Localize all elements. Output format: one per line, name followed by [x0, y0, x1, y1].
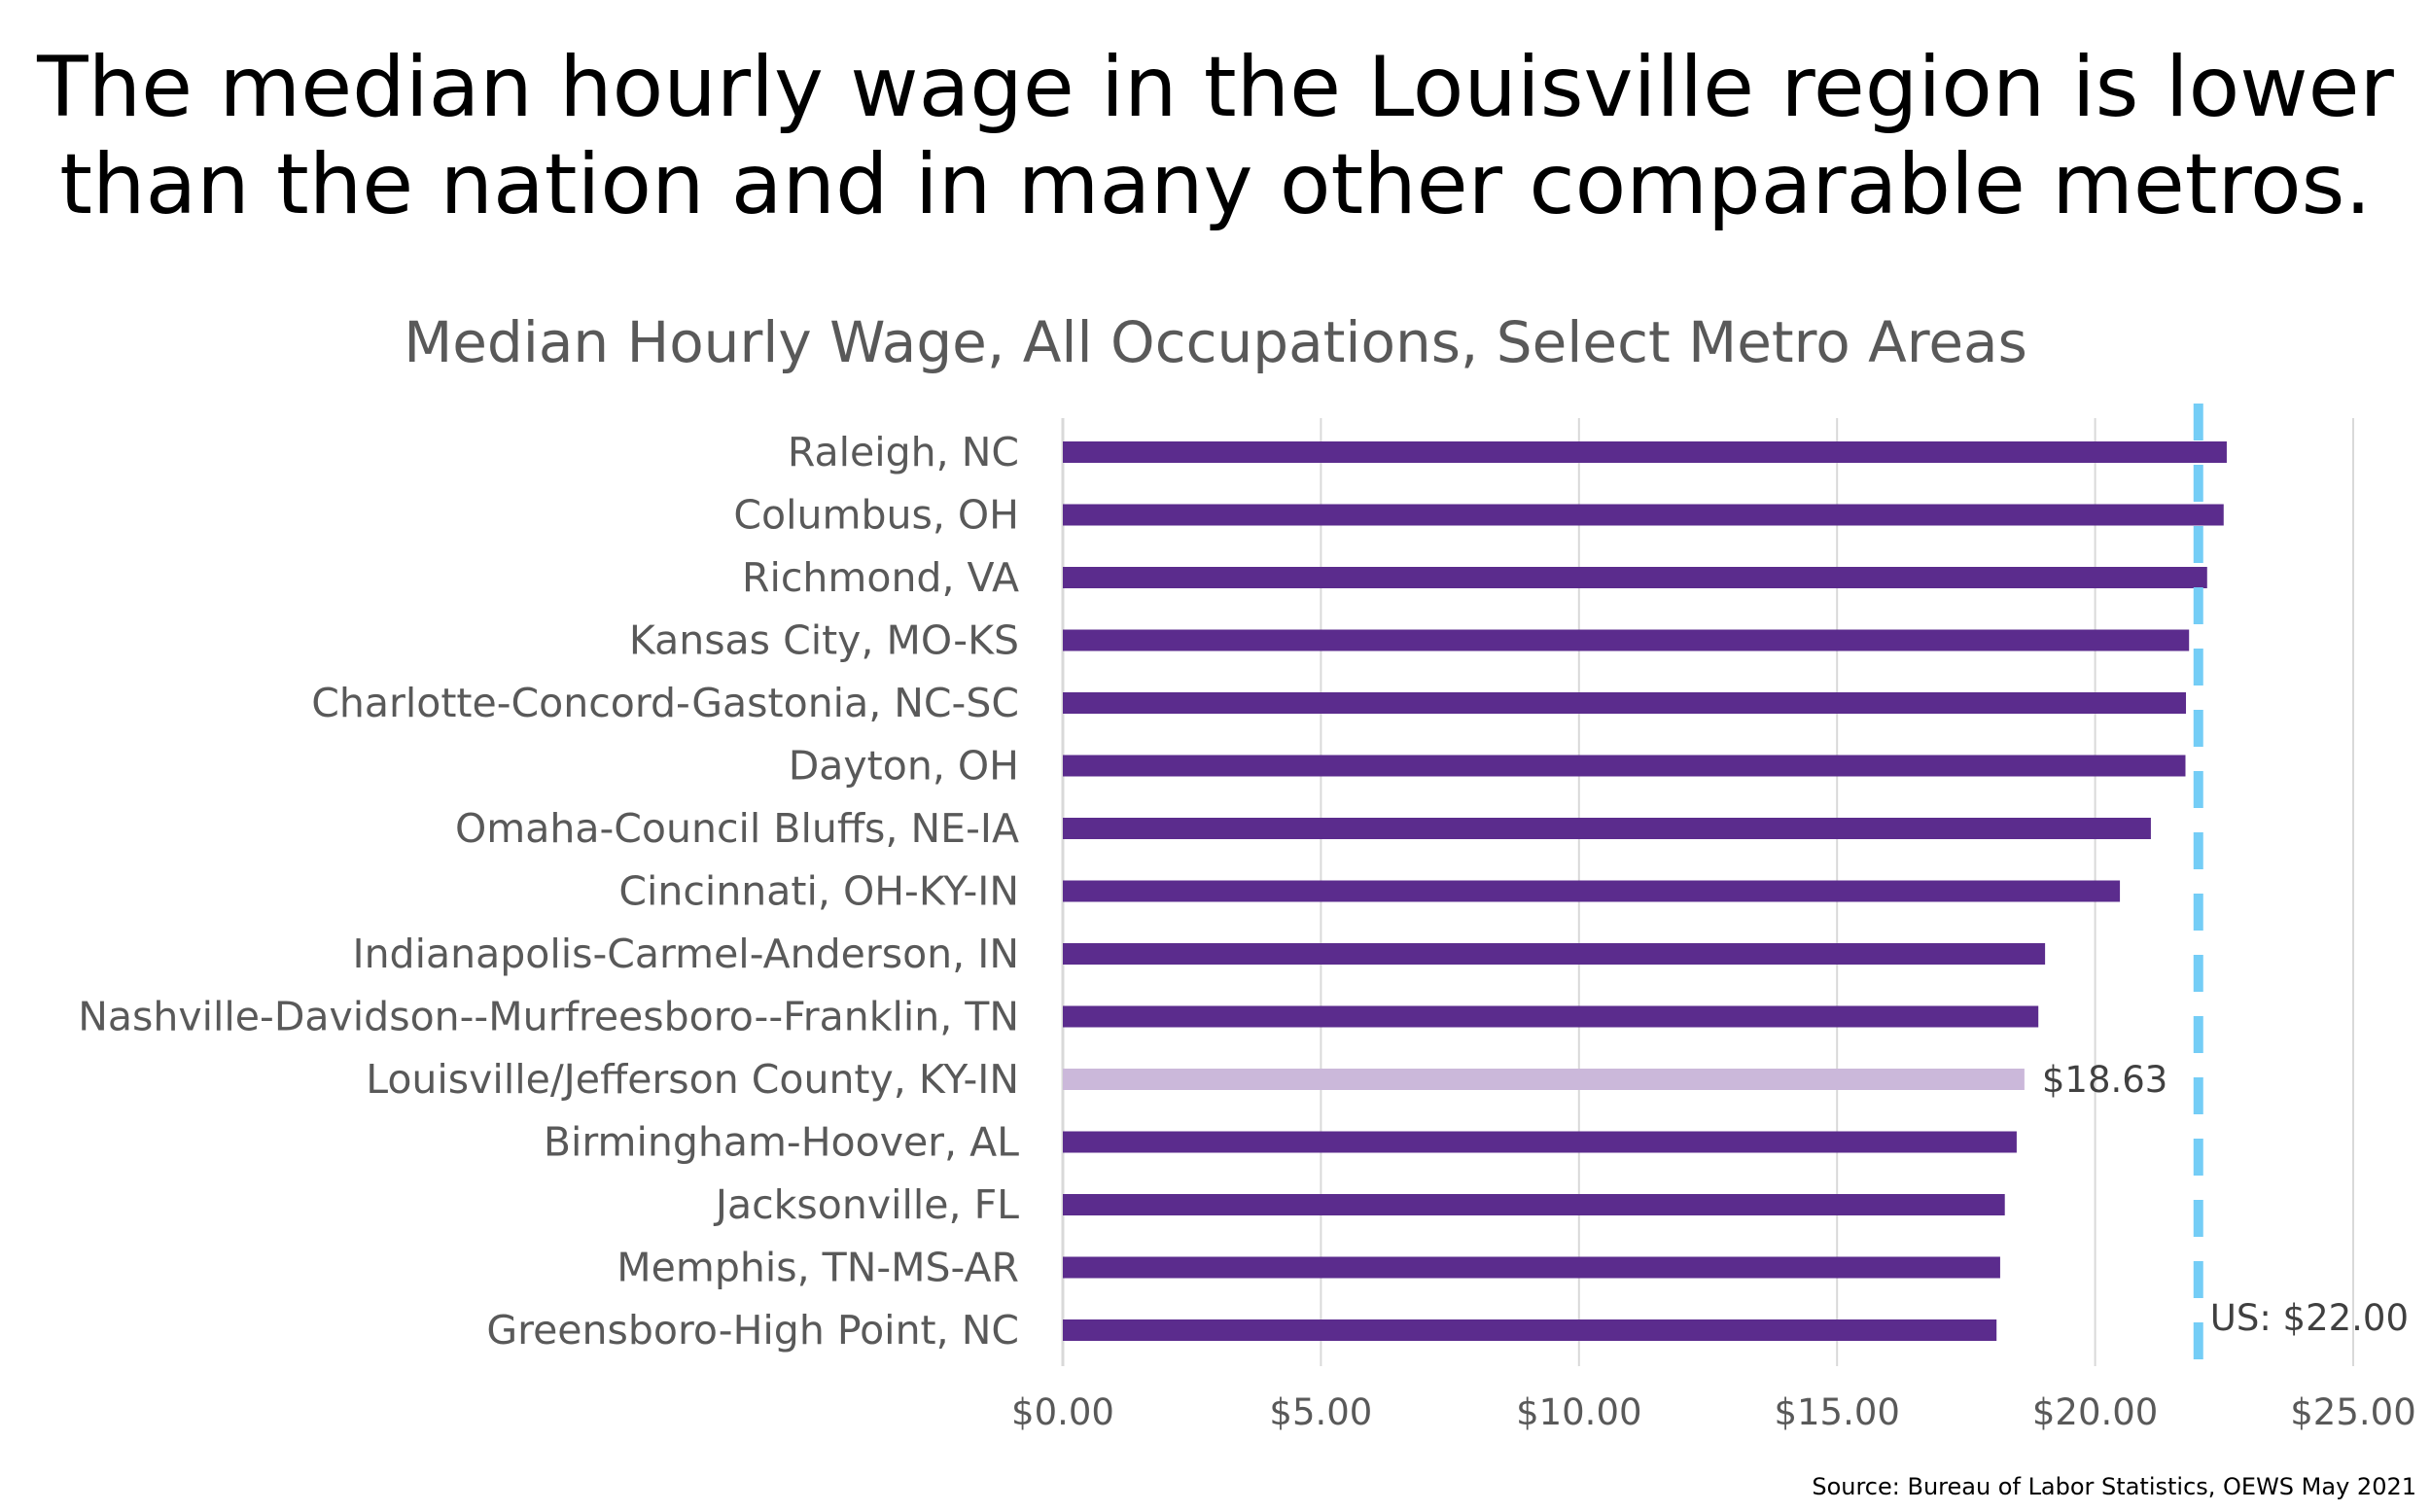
- source-note: Source: Bureau of Labor Statistics, OEWS…: [1812, 1473, 2416, 1500]
- bar-13: [1063, 1256, 2000, 1279]
- category-label-2: Richmond, VA: [742, 554, 1019, 601]
- category-label-7: Cincinnati, OH-KY-IN: [618, 868, 1019, 915]
- bar-1: [1063, 504, 2224, 526]
- reference-line-group: US: $22.00: [2193, 404, 2409, 1361]
- bar-2: [1063, 567, 2207, 588]
- bar-12: [1063, 1194, 2005, 1215]
- x-tick-labels: $0.00 $5.00 $10.00 $15.00 $20.00 $25.00: [1011, 1391, 2416, 1433]
- chart-title: Median Hourly Wage, All Occupations, Sel…: [404, 309, 2027, 375]
- bar-8: [1063, 943, 2046, 965]
- bar-4: [1063, 692, 2187, 714]
- data-label-0: $18.63: [2042, 1059, 2167, 1101]
- x-tick-label-4: $20.00: [2032, 1391, 2158, 1433]
- x-tick-label-5: $25.00: [2290, 1391, 2415, 1433]
- bar-9: [1063, 1005, 2039, 1028]
- category-label-11: Birmingham-Hoover, AL: [544, 1119, 1019, 1166]
- category-label-13: Memphis, TN-MS-AR: [617, 1245, 1019, 1291]
- category-label-8: Indianapolis-Carmel-Anderson, IN: [352, 931, 1019, 977]
- bar-5: [1063, 755, 2186, 777]
- category-labels: Raleigh, NC Columbus, OH Richmond, VA Kansa…: [78, 429, 1019, 1354]
- headline-line-1: The median hourly wage in the Louisville…: [37, 39, 2394, 136]
- bar-11: [1063, 1131, 2017, 1153]
- headline-line-2: than the nation and in many other compar…: [59, 136, 2372, 233]
- x-tick-label-2: $10.00: [1516, 1391, 1641, 1433]
- category-label-10: Louisville/Jefferson County, KY-IN: [366, 1056, 1019, 1103]
- bar-7: [1063, 880, 2121, 902]
- category-label-3: Kansas City, MO-KS: [629, 617, 1019, 664]
- category-label-9: Nashville-Davidson--Murfreesboro--Frankl…: [78, 994, 1019, 1040]
- bar-10: [1063, 1069, 2025, 1090]
- x-tick-label-0: $0.00: [1011, 1391, 1114, 1433]
- bar-14: [1063, 1319, 1997, 1341]
- category-label-12: Jacksonville, FL: [713, 1181, 1019, 1228]
- category-label-14: Greensboro-High Point, NC: [486, 1307, 1019, 1354]
- category-label-1: Columbus, OH: [733, 492, 1019, 539]
- bar-3: [1063, 629, 2190, 651]
- category-label-0: Raleigh, NC: [788, 429, 1019, 475]
- x-tick-label-3: $15.00: [1774, 1391, 1899, 1433]
- us-reference-label: US: $22.00: [2210, 1297, 2409, 1339]
- x-tick-label-1: $5.00: [1269, 1391, 1372, 1433]
- bar-6: [1063, 818, 2151, 839]
- category-label-6: Omaha-Council Bluffs, NE-IA: [455, 805, 1019, 852]
- bar-0: [1063, 441, 2227, 463]
- data-labels: $18.63: [2042, 1059, 2167, 1101]
- category-label-5: Dayton, OH: [789, 743, 1019, 790]
- headline: The median hourly wage in the Louisville…: [0, 39, 2431, 233]
- bars: [1063, 441, 2227, 1341]
- category-label-4: Charlotte-Concord-Gastonia, NC-SC: [311, 680, 1019, 726]
